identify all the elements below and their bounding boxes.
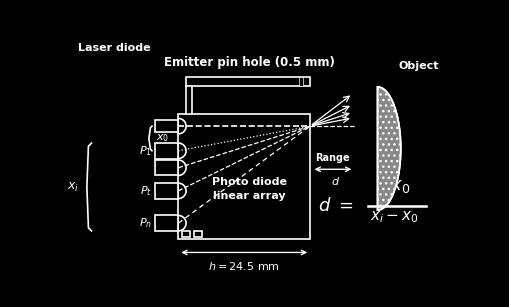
Text: $x_0$: $x_0$ [156,133,169,144]
Bar [155,120,178,132]
Text: Object: Object [399,61,439,71]
Bar [155,160,178,175]
Text: Laser diode: Laser diode [78,43,150,53]
Text: Range: Range [315,153,350,163]
Bar [155,183,178,199]
Bar [155,143,178,158]
Text: $hx_0$: $hx_0$ [379,174,410,196]
Text: $P_1$: $P_1$ [139,144,152,158]
Text: $d\ =$: $d\ =$ [318,197,354,215]
Bar [155,216,178,231]
Bar [299,77,303,86]
Polygon shape [378,87,401,210]
Text: Photo diode
linear array: Photo diode linear array [212,177,287,200]
Text: $h = 24.5\ \mathrm{mm}$: $h = 24.5\ \mathrm{mm}$ [208,260,280,272]
Bar [194,231,202,237]
Bar [178,114,310,239]
Text: $P_n$: $P_n$ [139,216,152,230]
Text: $P_t$: $P_t$ [140,184,152,198]
Text: Emitter pin hole (0.5 mm): Emitter pin hole (0.5 mm) [164,56,335,69]
Text: $d$: $d$ [331,175,341,188]
Text: $x_i - x_0$: $x_i - x_0$ [370,209,419,225]
Bar [182,231,190,237]
Text: $x_i$: $x_i$ [67,181,79,193]
Bar [186,77,310,86]
